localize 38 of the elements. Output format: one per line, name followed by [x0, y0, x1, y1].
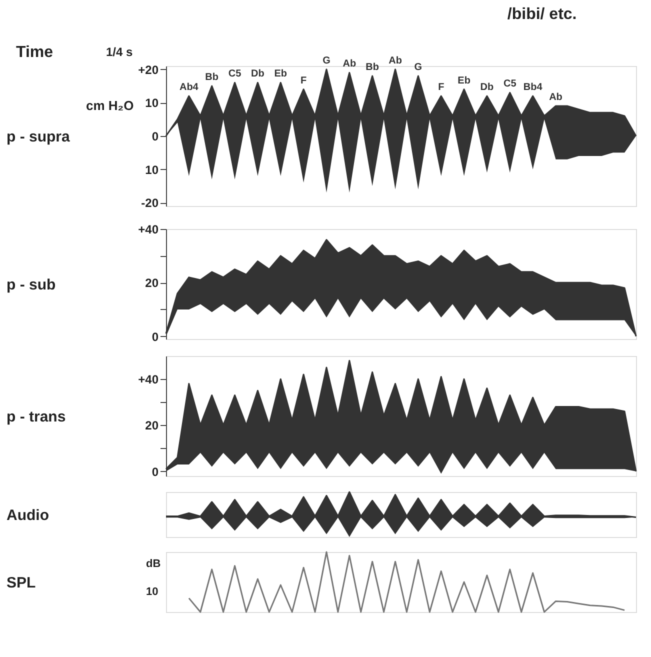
- y-axis-title: SPL: [6, 574, 36, 592]
- y-axis-title: p - sub: [6, 276, 56, 294]
- text: 1/4 s: [106, 45, 134, 59]
- y-tick-label: 10: [145, 96, 159, 110]
- text: Time: [16, 44, 54, 61]
- data-label: Ab: [388, 55, 402, 66]
- chart-title: /bibi/ etc.: [507, 6, 577, 23]
- text: dB: [146, 558, 161, 570]
- data-label: Bb: [205, 72, 219, 83]
- data-label: F: [300, 75, 307, 86]
- data-label: Ab: [342, 58, 356, 70]
- data-label: C5: [228, 68, 242, 80]
- y-axis-title: p - trans: [6, 408, 66, 426]
- data-label: Db: [480, 82, 494, 93]
- data-label: G: [322, 55, 331, 66]
- data-label: F: [438, 82, 444, 93]
- y-tick-label: 20: [145, 276, 159, 290]
- y-tick-label: 0: [152, 464, 159, 479]
- data-label: Bb: [366, 62, 380, 73]
- data-label: Bb4: [523, 82, 543, 93]
- y-tick-label: +20: [138, 62, 159, 77]
- data-label: Ab4: [179, 82, 199, 93]
- data-label: C5: [504, 78, 517, 90]
- data-label: Eb: [458, 75, 470, 86]
- y-tick-label: 0: [152, 130, 159, 144]
- y-axis-title: p - supra: [6, 128, 70, 146]
- data-label: Eb: [274, 68, 288, 80]
- y-tick-label: -20: [141, 196, 159, 210]
- data-label: Db: [251, 68, 264, 80]
- y-tick-label: 20: [145, 418, 159, 433]
- y-tick-label: 10: [145, 162, 159, 177]
- text: cm H₂O: [86, 98, 134, 113]
- data-label: G: [414, 62, 422, 73]
- y-tick-label: +40: [138, 372, 159, 387]
- data-label: Ab: [549, 92, 562, 103]
- y-tick-label: 0: [152, 330, 159, 344]
- y-axis-title: Audio: [6, 507, 49, 524]
- y-tick-label: +40: [138, 222, 159, 236]
